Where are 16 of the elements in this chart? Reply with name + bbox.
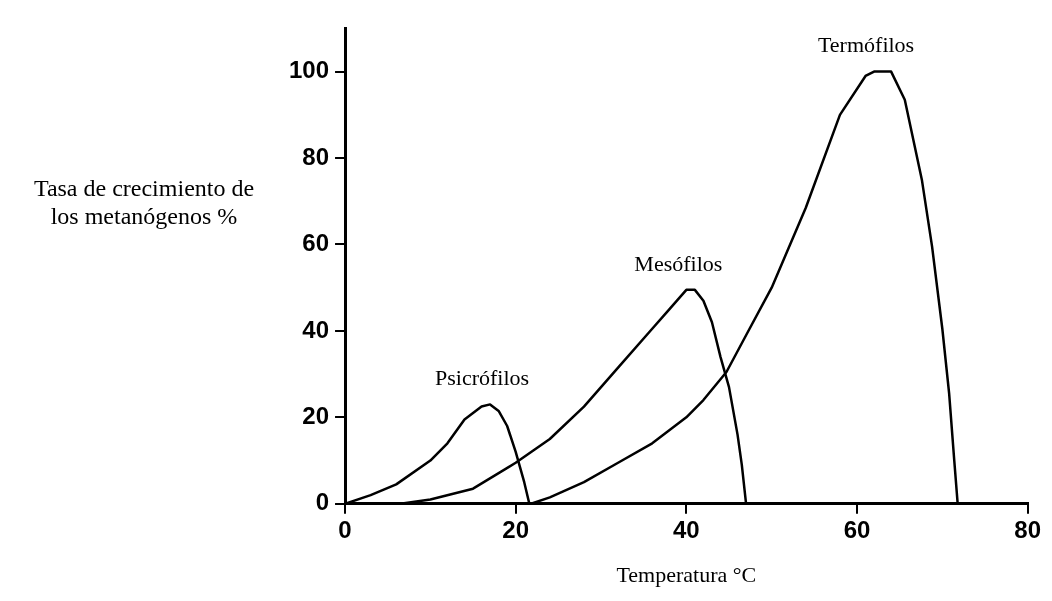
- series-label: Mesófilos: [634, 250, 723, 276]
- x-tick-label: 0: [338, 515, 352, 543]
- y-tick-label: 100: [289, 56, 330, 84]
- x-tick-label: 40: [673, 515, 700, 543]
- y-tick-label: 40: [302, 315, 330, 343]
- y-tick-label: 80: [302, 142, 330, 170]
- y-tick-label: 20: [302, 401, 330, 429]
- y-axis-title: Tasa de crecimiento de los metanógenos %: [32, 174, 256, 230]
- x-tick-label: 60: [843, 515, 871, 543]
- x-axis-title: Temperatura °C: [616, 561, 757, 587]
- x-tick-label: 20: [502, 515, 530, 543]
- series-label: Psicrófilos: [435, 365, 530, 391]
- y-tick-label: 60: [302, 229, 330, 257]
- x-tick-label: 80: [1014, 515, 1041, 543]
- y-tick-label: 0: [315, 488, 330, 516]
- series-label: Termófilos: [817, 32, 915, 58]
